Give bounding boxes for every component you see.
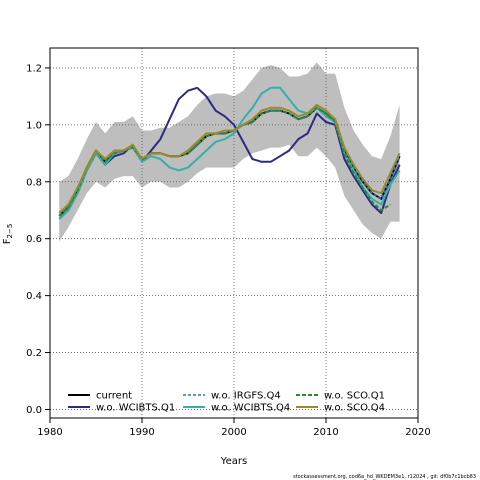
y-tick-label-0.0: 0.0	[26, 405, 42, 416]
y-axis-title-subscript: 2−5	[6, 224, 14, 239]
legend-label-2: w.o. IRGFS.Q4	[211, 391, 281, 402]
x-tick-label-1980: 1980	[37, 427, 62, 438]
x-tick-label-2020: 2020	[405, 427, 430, 438]
footer-text: stockassessment.org, cod6a_hd_WKDEM3e1, …	[293, 474, 476, 480]
legend-label-0: current	[96, 391, 132, 402]
y-tick-label-1.2: 1.2	[26, 63, 42, 74]
series-layer	[58, 86, 401, 220]
legend-label-3: w.o. WCIBTS.Q4	[211, 403, 290, 414]
x-tick-label-2010: 2010	[313, 427, 338, 438]
x-tick-label-2000: 2000	[221, 427, 246, 438]
legend-label-1: w.o. WCIBTS.Q1	[96, 403, 175, 414]
grid-layer	[50, 48, 418, 418]
y-axis-title-group: F2−5	[2, 224, 14, 245]
series-line-5	[58, 103, 401, 214]
y-tick-label-0.6: 0.6	[26, 234, 42, 245]
legend-label-5: w.o. SCO.Q4	[324, 403, 385, 414]
y-tick-label-0.8: 0.8	[26, 177, 42, 188]
x-axis-title: Years	[220, 456, 247, 467]
series-line-1	[58, 86, 401, 220]
y-tick-label-0.2: 0.2	[26, 348, 42, 359]
y-axis-title-main: F	[2, 238, 13, 244]
axes-layer: 1980 1990 2000 2010 2020 0.0 0.2 0.4 0.6 0.8 1.0 1.…	[26, 63, 431, 438]
y-tick-label-1.0: 1.0	[26, 120, 42, 131]
y-axis-title: F2−5	[2, 224, 14, 245]
x-tick-label-1990: 1990	[129, 427, 154, 438]
y-tick-label-0.4: 0.4	[26, 291, 42, 302]
legend-label-4: w.o. SCO.Q1	[324, 391, 385, 402]
